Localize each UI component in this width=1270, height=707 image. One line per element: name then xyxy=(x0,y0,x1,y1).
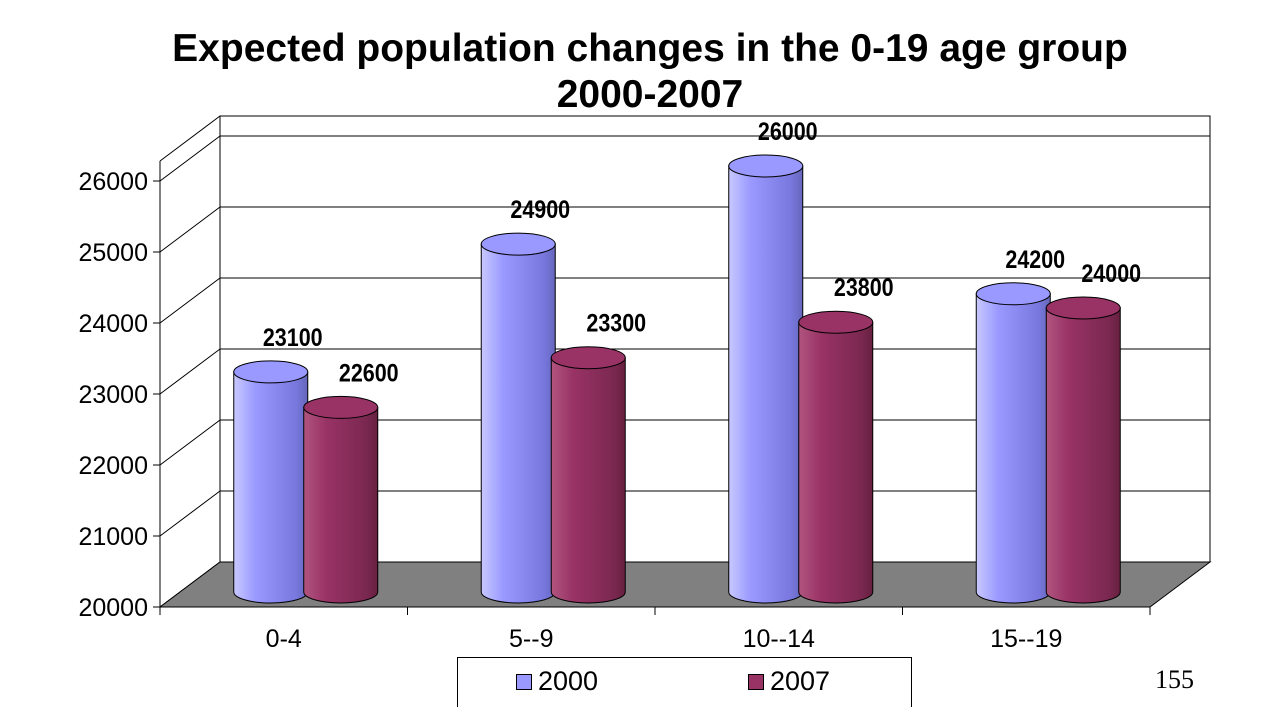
side-gridline xyxy=(159,490,221,537)
bar-2007-0-4 xyxy=(303,395,379,604)
y-tick-label: 26000 xyxy=(78,168,148,196)
y-tick-label: 25000 xyxy=(78,239,148,267)
legend-item-2000: 2000 xyxy=(516,666,598,697)
bar-2000-5--9 xyxy=(480,232,556,604)
cylinder-body xyxy=(303,406,379,604)
side-gridline xyxy=(159,419,221,466)
side-gridline xyxy=(159,206,221,253)
bar-2007-10--14 xyxy=(798,310,874,604)
cylinder-top xyxy=(550,346,626,370)
cylinder-body xyxy=(233,371,309,604)
cylinder-top xyxy=(798,310,874,334)
y-tick-label: 23000 xyxy=(78,381,148,409)
bar-2000-15--19 xyxy=(975,282,1051,604)
cylinder-body xyxy=(1045,307,1121,604)
legend: 2000 2007 xyxy=(457,657,912,707)
y-tick-label: 21000 xyxy=(78,523,148,551)
y-tick-label: 24000 xyxy=(78,310,148,338)
side-gridline xyxy=(159,135,221,182)
cylinder-body xyxy=(480,243,556,604)
data-label: 26000 xyxy=(758,117,818,145)
cylinder-body xyxy=(550,357,626,604)
legend-label-2000: 2000 xyxy=(538,666,599,696)
bar-2000-0-4 xyxy=(233,360,309,604)
cylinder-body xyxy=(728,165,804,604)
cylinder-top xyxy=(233,360,309,384)
x-tick-label: 0-4 xyxy=(266,625,302,653)
data-label: 24000 xyxy=(1081,259,1141,287)
cylinder-top xyxy=(975,282,1051,306)
data-label: 23300 xyxy=(586,309,646,337)
cylinder-top xyxy=(1045,296,1121,320)
y-tick-label: 20000 xyxy=(78,594,148,622)
cylinder-top xyxy=(303,395,379,419)
chart-title: Expected population changes in the 0-19 … xyxy=(172,27,1128,116)
bar-2007-15--19 xyxy=(1045,296,1121,604)
data-label: 24900 xyxy=(510,196,570,224)
page-number: 155 xyxy=(1155,665,1194,694)
data-label: 23800 xyxy=(834,274,894,302)
cylinder-top xyxy=(728,154,804,178)
data-label: 24200 xyxy=(1005,245,1065,273)
data-label: 22600 xyxy=(339,359,399,387)
legend-swatch-2000 xyxy=(516,673,532,690)
legend-swatch-2007 xyxy=(748,673,764,690)
y-tick-label: 22000 xyxy=(78,452,148,480)
side-gridline xyxy=(159,277,221,324)
cylinder-body xyxy=(975,293,1051,604)
legend-item-2007: 2007 xyxy=(748,666,830,697)
legend-label-2007: 2007 xyxy=(770,666,831,696)
cylinder-top xyxy=(480,232,556,256)
side-wall-top-edge xyxy=(159,115,221,162)
x-tick-label: 5--9 xyxy=(509,625,553,653)
x-tick-label: 10--14 xyxy=(743,625,815,653)
bar-2007-5--9 xyxy=(550,346,626,604)
data-label: 23100 xyxy=(263,323,323,351)
x-tick-label: 15--19 xyxy=(990,625,1062,653)
bar-2000-10--14 xyxy=(728,154,804,604)
side-gridline xyxy=(159,348,221,395)
cylinder-body xyxy=(798,321,874,604)
